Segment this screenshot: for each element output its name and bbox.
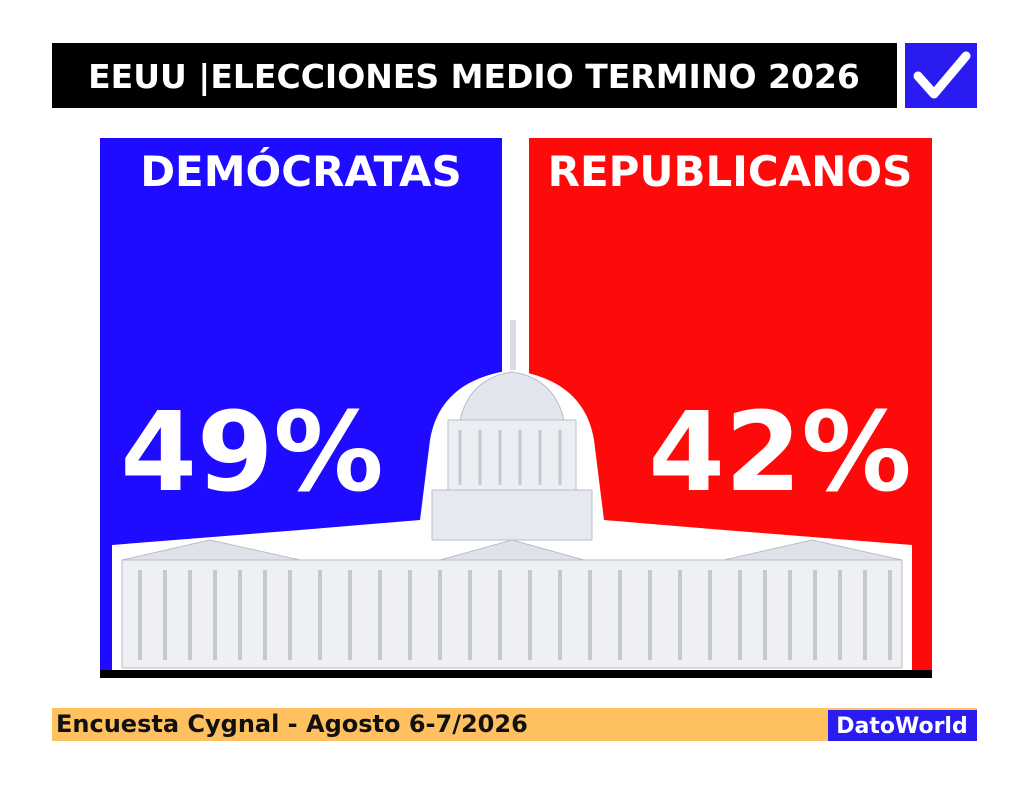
title: EEUU |ELECCIONES MEDIO TERMINO 2026: [88, 57, 860, 96]
brand-box: [828, 710, 977, 741]
capitol: [112, 320, 912, 670]
rep-value: 42%: [648, 388, 911, 516]
check-icon: [913, 51, 971, 99]
footer-bar: [52, 708, 977, 741]
baseline-bar: [100, 670, 932, 678]
dem-label: DEMÓCRATAS: [140, 146, 462, 196]
dem-value: 49%: [120, 388, 383, 516]
brand: DatoWorld: [836, 714, 967, 739]
source: Encuesta Cygnal - Agosto 6-7/2026: [56, 710, 528, 738]
rep-label: REPUBLICANOS: [548, 147, 913, 196]
title-bar: [52, 43, 897, 108]
